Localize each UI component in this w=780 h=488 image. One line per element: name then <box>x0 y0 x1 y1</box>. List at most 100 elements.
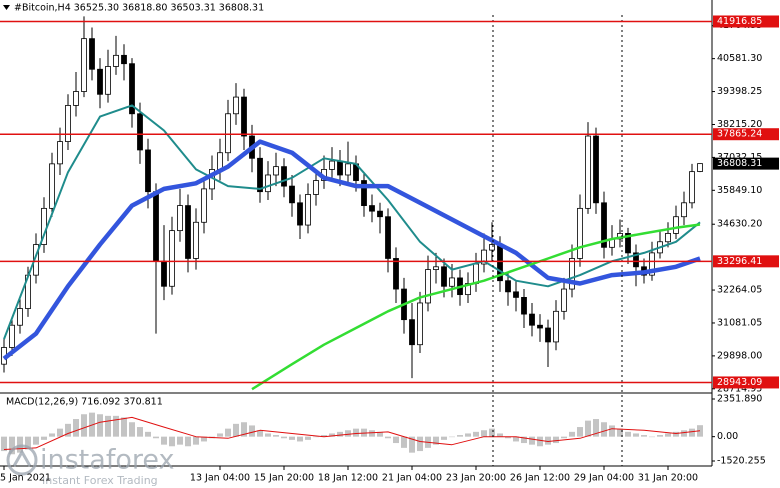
level-label: 41916.85 <box>717 16 762 27</box>
x-tick-label: 18 Jan 12:00 <box>318 473 378 484</box>
macd-bar <box>1 436 7 452</box>
macd-bar <box>337 431 343 437</box>
macd-bar <box>241 422 247 437</box>
candle-body <box>673 216 679 234</box>
candle-body <box>449 277 455 287</box>
y-tick-label: 32264.05 <box>717 285 762 296</box>
candle-body <box>529 313 535 326</box>
x-tick-label: 31 Jan 20:00 <box>638 473 698 484</box>
macd-bar <box>305 436 311 440</box>
macd-bar <box>113 415 119 437</box>
candle-body <box>665 233 671 243</box>
macd-bar <box>657 435 663 437</box>
macd-bar <box>641 435 647 437</box>
macd-bar <box>473 431 479 437</box>
macd-bar <box>193 436 199 445</box>
macd-bar <box>489 428 495 437</box>
macd-bar <box>513 436 519 442</box>
macd-bar <box>329 433 335 437</box>
macd-bar <box>169 436 175 447</box>
candle-body <box>393 258 399 290</box>
candle-body <box>129 63 135 115</box>
candle-body <box>649 252 655 276</box>
macd-bar <box>49 433 55 437</box>
y-tick-label: 37032.15 <box>717 152 762 163</box>
candle-body <box>553 310 559 343</box>
candle-body <box>593 135 599 204</box>
macd-bar <box>97 414 103 437</box>
y-tick-label: -1520.255 <box>717 456 766 467</box>
macd-bar <box>369 430 375 437</box>
macd-bar <box>577 427 583 437</box>
candle-body <box>153 191 159 262</box>
moving-average <box>251 223 701 391</box>
macd-bar <box>433 436 439 445</box>
macd-bar <box>681 430 687 437</box>
level-label-box <box>713 15 779 28</box>
macd-bar <box>345 430 351 437</box>
watermark: instaforex Instant Forex Trading <box>6 444 174 487</box>
plot-area <box>1 16 703 455</box>
macd-bar <box>633 433 639 437</box>
macd-bar <box>617 428 623 437</box>
candle-body <box>313 180 319 195</box>
candle-body <box>369 205 375 212</box>
candle-body <box>433 266 439 270</box>
y-tick-label: 2351.890 <box>717 394 762 405</box>
candle-body <box>481 249 487 265</box>
y-tick-label: 34630.20 <box>717 219 762 230</box>
macd-bar <box>153 436 159 439</box>
macd-bar <box>233 423 239 437</box>
candle-body <box>169 230 175 287</box>
candle-body <box>473 263 479 284</box>
candle-body <box>297 202 303 226</box>
y-tick-label: 40581.30 <box>717 53 762 64</box>
candle-body <box>161 260 167 287</box>
candle-body <box>105 66 111 95</box>
macd-bar <box>401 436 407 448</box>
candle-body <box>385 216 391 259</box>
macd-bar <box>497 433 503 437</box>
macd-bar <box>265 433 271 437</box>
macd-bar <box>449 436 455 438</box>
macd-bar <box>593 419 599 437</box>
candle-body <box>201 188 207 223</box>
candle-body <box>561 288 567 312</box>
macd-bar <box>521 436 527 444</box>
menu-arrow <box>3 5 10 10</box>
candle-body <box>73 91 79 106</box>
candle-body <box>345 163 351 176</box>
candle-body <box>625 233 631 254</box>
macd-bar <box>377 431 383 437</box>
x-tick-label: 15 Jan 20:00 <box>254 473 314 484</box>
candle-body <box>361 180 367 206</box>
macd-bar <box>145 431 151 437</box>
macd-bar <box>353 428 359 437</box>
macd-bar <box>409 436 415 453</box>
candle-body <box>681 202 687 218</box>
macd-bar <box>673 431 679 437</box>
candle-body <box>281 166 287 187</box>
candle-body <box>329 160 335 170</box>
x-tick-label: 29 Jan 04:00 <box>574 473 634 484</box>
candle-body <box>633 252 639 268</box>
price-label: 36808.31 <box>717 158 762 169</box>
candle-body <box>89 38 95 70</box>
macd-bar <box>321 435 327 437</box>
candle-body <box>505 280 511 293</box>
candle-body <box>57 141 63 165</box>
x-tick-label: 5 Jan 2021 <box>0 473 51 484</box>
macd-bar <box>553 436 559 444</box>
macd-bar <box>665 433 671 437</box>
macd-bar <box>249 425 255 437</box>
candle-body <box>185 205 191 259</box>
level-label-box <box>713 376 779 389</box>
candle-body <box>545 327 551 343</box>
macd-bar <box>529 436 535 445</box>
tagline: Instant Forex Trading <box>42 474 158 487</box>
candle-body <box>537 324 543 329</box>
candle-body <box>265 174 271 193</box>
level-label-box <box>713 255 779 268</box>
macd-bar <box>441 436 447 440</box>
macd-bar <box>257 430 263 437</box>
